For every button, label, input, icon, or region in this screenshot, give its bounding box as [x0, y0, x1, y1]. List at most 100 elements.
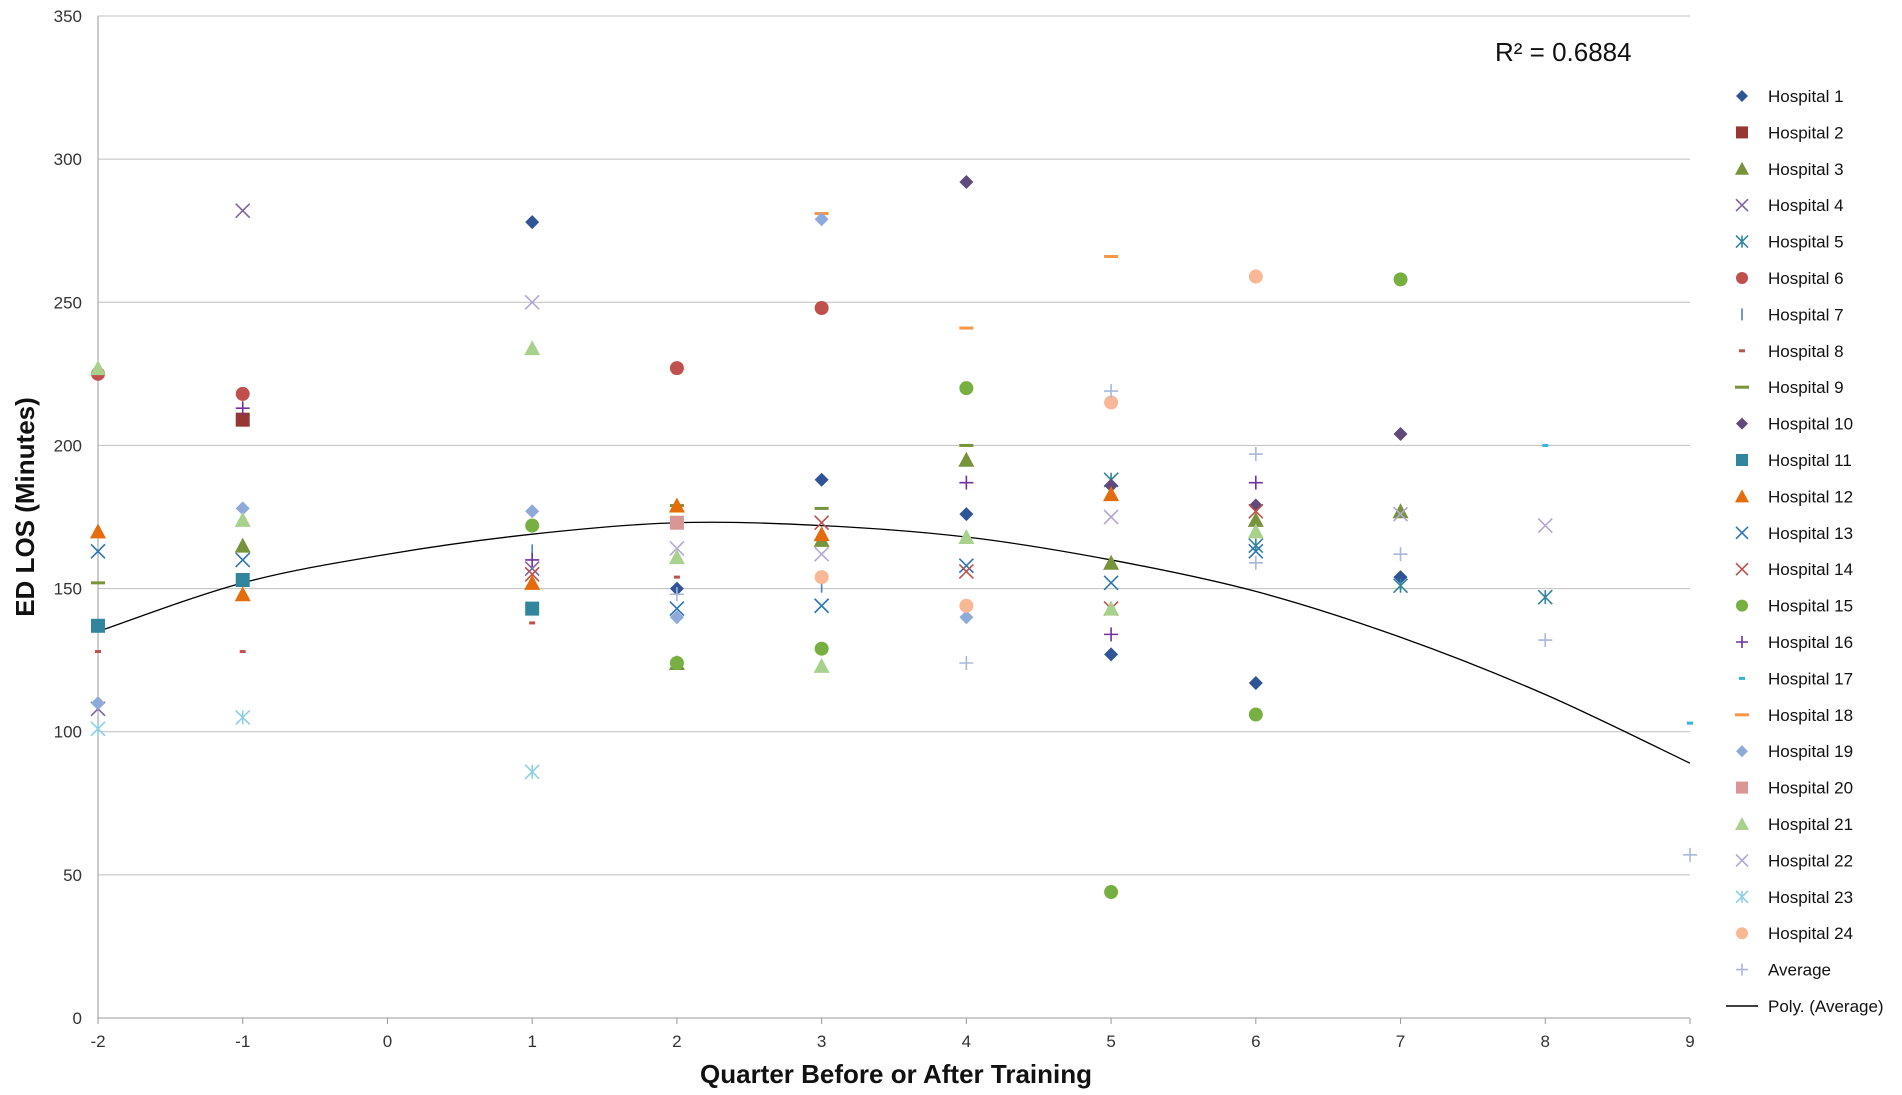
legend-label: Hospital 19 — [1768, 742, 1853, 761]
y-tick-label: 300 — [54, 150, 82, 169]
point-hospital-20 — [669, 515, 684, 530]
legend-item-hospital-21: Hospital 21 — [1735, 815, 1853, 834]
point-hospital-19 — [91, 696, 105, 711]
legend-marker-hospital-15 — [1736, 599, 1748, 612]
point-hospital-12 — [524, 574, 541, 590]
point-hospital-3 — [958, 451, 975, 467]
point-hospital-2 — [235, 412, 250, 427]
point-hospital-12 — [234, 586, 251, 602]
x-tick-label: 4 — [962, 1032, 971, 1051]
point-average — [1248, 447, 1263, 462]
x-tick-label: 7 — [1396, 1032, 1405, 1051]
axes — [97, 16, 1691, 1024]
point-hospital-13 — [235, 552, 251, 568]
y-axis-title: ED LOS (Minutes) — [10, 397, 40, 617]
point-hospital-10 — [1104, 478, 1119, 493]
legend-label: Hospital 4 — [1768, 196, 1844, 215]
point-hospital-15 — [525, 518, 540, 533]
x-tick-label: 6 — [1251, 1032, 1260, 1051]
legend-label: Hospital 8 — [1768, 342, 1844, 361]
point-hospital-13 — [1103, 575, 1119, 591]
point-hospital-11 — [235, 572, 250, 587]
legend-label: Hospital 6 — [1768, 269, 1844, 288]
x-tick-label: 8 — [1541, 1032, 1550, 1051]
legend-label: Hospital 15 — [1768, 597, 1853, 616]
legend-marker-hospital-23 — [1735, 890, 1749, 904]
point-hospital-23 — [90, 721, 106, 737]
point-hospital-1 — [1248, 676, 1263, 691]
legend-label: Hospital 21 — [1768, 815, 1853, 834]
point-hospital-1 — [525, 215, 540, 230]
legend-label: Hospital 5 — [1768, 233, 1844, 252]
point-hospital-22 — [1103, 509, 1119, 525]
point-hospital-3 — [1247, 511, 1264, 527]
point-hospital-21 — [813, 657, 830, 673]
legend-marker-hospital-2 — [1736, 126, 1748, 139]
point-average — [1104, 384, 1119, 399]
point-hospital-3 — [1103, 554, 1120, 570]
legend-label: Hospital 14 — [1768, 560, 1853, 579]
legend-item-hospital-5: Hospital 5 — [1735, 233, 1844, 252]
legend-marker-hospital-21 — [1735, 817, 1749, 830]
legend-label: Poly. (Average) — [1768, 997, 1884, 1016]
x-tick-label: 5 — [1106, 1032, 1115, 1051]
point-hospital-21 — [668, 549, 685, 565]
point-hospital-10 — [1393, 426, 1408, 441]
legend-marker-hospital-19 — [1736, 745, 1748, 758]
legend-label: Hospital 18 — [1768, 706, 1853, 725]
legend-marker-hospital-20 — [1736, 781, 1748, 794]
legend-item-average: Average — [1736, 961, 1831, 980]
legend-label: Hospital 9 — [1768, 378, 1844, 397]
legend-marker-hospital-11 — [1736, 454, 1748, 466]
legend: Hospital 1 Hospital 2 Hospital 3 Hospital 4… — [1726, 87, 1884, 1016]
legend-item-hospital-22: Hospital 22 — [1735, 851, 1853, 870]
point-hospital-13 — [1248, 543, 1264, 559]
point-hospital-19 — [669, 610, 684, 625]
legend-item-hospital-12: Hospital 12 — [1735, 487, 1853, 506]
legend-label: Hospital 23 — [1768, 888, 1853, 907]
point-hospital-22 — [1392, 506, 1409, 522]
legend-item-hospital-11: Hospital 11 — [1736, 451, 1852, 470]
point-hospital-16 — [525, 552, 540, 567]
legend-label: Hospital 13 — [1768, 524, 1853, 543]
point-average — [1393, 547, 1408, 562]
point-hospital-23 — [524, 764, 540, 780]
point-hospital-6 — [814, 301, 829, 316]
point-hospital-16 — [959, 475, 974, 490]
legend-label: Average — [1768, 961, 1831, 980]
legend-marker-average — [1736, 963, 1748, 976]
legend-label: Hospital 2 — [1768, 123, 1844, 142]
data-points — [90, 175, 1697, 900]
point-hospital-24 — [814, 570, 829, 585]
legend-item-hospital-6: Hospital 6 — [1736, 269, 1844, 288]
point-average — [669, 587, 684, 602]
gridlines — [98, 15, 1690, 1019]
legend-item-trendline: Poly. (Average) — [1726, 997, 1884, 1016]
legend-label: Hospital 24 — [1768, 924, 1853, 943]
x-tick-label: -1 — [235, 1032, 250, 1051]
y-tick-label: 0 — [73, 1009, 82, 1028]
legend-label: Hospital 10 — [1768, 415, 1853, 434]
point-hospital-13 — [814, 598, 830, 614]
legend-item-hospital-15: Hospital 15 — [1736, 597, 1853, 616]
point-hospital-14 — [524, 566, 540, 582]
point-hospital-13 — [669, 601, 685, 617]
point-hospital-5 — [1537, 589, 1553, 605]
legend-item-hospital-2: Hospital 2 — [1736, 123, 1844, 142]
legend-marker-hospital-3 — [1735, 161, 1749, 175]
legend-marker-hospital-1 — [1736, 90, 1748, 102]
legend-label: Hospital 7 — [1768, 305, 1844, 324]
legend-item-hospital-1: Hospital 1 — [1736, 87, 1844, 106]
x-tick-label: -2 — [90, 1032, 105, 1051]
legend-marker-hospital-13 — [1735, 526, 1749, 540]
point-hospital-15 — [669, 656, 684, 671]
point-hospital-15 — [1104, 885, 1119, 900]
legend-marker-hospital-14 — [1735, 562, 1749, 576]
point-hospital-14 — [814, 515, 830, 531]
point-hospital-11 — [91, 618, 105, 633]
point-hospital-6 — [669, 361, 684, 376]
point-hospital-15 — [814, 641, 829, 656]
point-hospital-12 — [1103, 486, 1120, 502]
point-hospital-16 — [1248, 475, 1263, 490]
point-hospital-16 — [1104, 627, 1119, 642]
